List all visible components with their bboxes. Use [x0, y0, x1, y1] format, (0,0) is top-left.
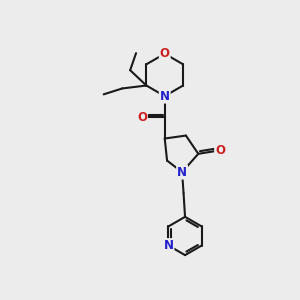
Text: N: N [177, 166, 187, 178]
Text: O: O [160, 47, 170, 60]
Text: N: N [160, 90, 170, 103]
Text: O: O [215, 144, 225, 158]
Text: O: O [137, 111, 147, 124]
Text: N: N [164, 239, 173, 252]
